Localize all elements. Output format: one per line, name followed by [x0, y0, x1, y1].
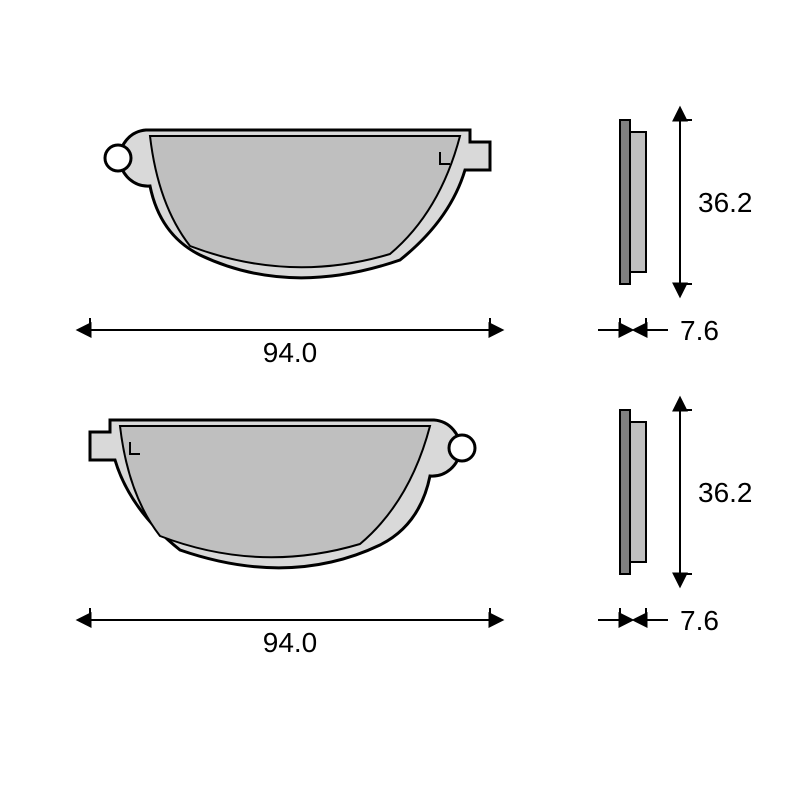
dimension-label: 94.0 — [263, 337, 318, 368]
dimension-label: 36.2 — [698, 477, 753, 508]
brake-pad-bottom — [90, 410, 646, 574]
dimension-label: 7.6 — [680, 315, 719, 346]
mounting-hole — [449, 435, 475, 461]
brake-pad-top — [105, 120, 646, 284]
mounting-hole — [105, 145, 131, 171]
side-friction-pad — [630, 422, 646, 562]
dimension-label: 94.0 — [263, 627, 318, 658]
side-backing-plate — [620, 410, 630, 574]
side-friction-pad — [630, 132, 646, 272]
dimension-label: 7.6 — [680, 605, 719, 636]
side-backing-plate — [620, 120, 630, 284]
dimension-label: 36.2 — [698, 187, 753, 218]
